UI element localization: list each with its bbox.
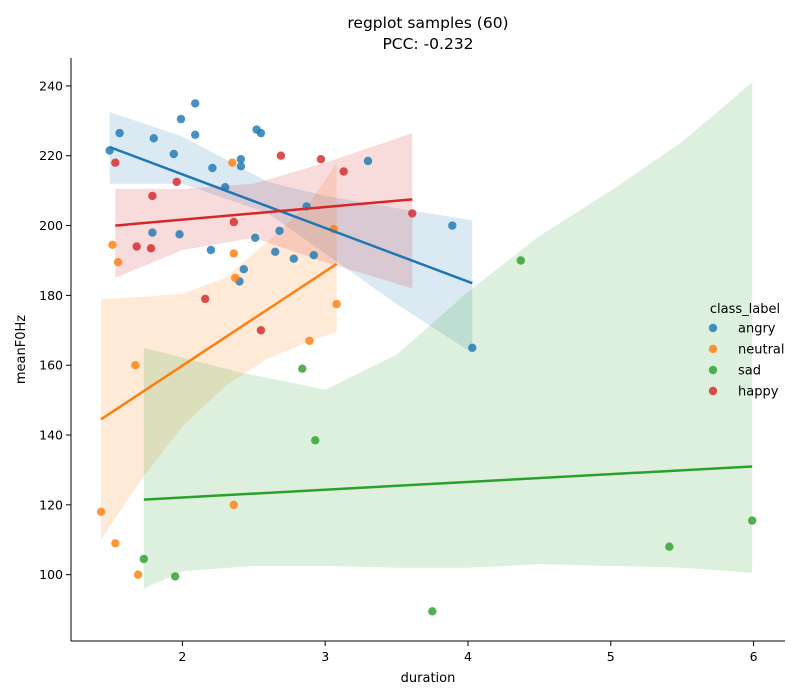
y-tick-label-120: 120 bbox=[39, 497, 63, 512]
point-sad-6 bbox=[665, 542, 674, 551]
ci-band-neutral bbox=[101, 162, 337, 540]
point-happy-8 bbox=[276, 151, 286, 160]
point-angry-25 bbox=[448, 221, 457, 230]
point-angry-15 bbox=[239, 265, 248, 274]
point-angry-5 bbox=[175, 230, 184, 239]
fit-line-neutral bbox=[100, 262, 338, 421]
point-neutral-0 bbox=[96, 507, 106, 516]
x-tick-label-4: 4 bbox=[464, 649, 472, 664]
legend-label-neutral: neutral bbox=[738, 343, 785, 358]
point-angry-2 bbox=[148, 228, 157, 237]
point-neutral-5 bbox=[133, 570, 143, 579]
point-happy-11 bbox=[408, 209, 417, 218]
x-tick-label-2: 2 bbox=[178, 649, 186, 664]
x-tick-label-6: 6 bbox=[750, 649, 758, 664]
scatter-points bbox=[96, 99, 757, 616]
legend-label-happy: happy bbox=[738, 385, 779, 400]
point-neutral-6 bbox=[228, 158, 237, 167]
point-happy-4 bbox=[172, 177, 181, 187]
fit-line-happy bbox=[115, 198, 413, 227]
point-angry-16 bbox=[251, 233, 260, 242]
y-tick-label-240: 240 bbox=[39, 78, 63, 93]
x-tick-label-5: 5 bbox=[607, 649, 615, 664]
confidence-bands bbox=[101, 82, 753, 589]
x-tick-label-3: 3 bbox=[321, 649, 329, 664]
point-happy-7 bbox=[256, 326, 266, 335]
legend-title: class_label bbox=[710, 302, 780, 317]
y-tick-label-160: 160 bbox=[39, 358, 63, 373]
point-angry-9 bbox=[206, 245, 216, 255]
point-angry-20 bbox=[275, 226, 284, 235]
point-angry-13 bbox=[236, 162, 246, 171]
y-tick-label-140: 140 bbox=[39, 428, 63, 443]
point-angry-8 bbox=[191, 130, 200, 139]
point-happy-6 bbox=[229, 217, 238, 227]
chart-title: regplot samples (60) PCC: -0.232 bbox=[347, 14, 508, 53]
point-neutral-2 bbox=[111, 539, 120, 548]
axes: 2 3 4 5 6 100 120 140 160 180 200 220 240 duration mea… bbox=[14, 58, 785, 686]
point-happy-5 bbox=[201, 294, 210, 304]
legend-marker-happy bbox=[708, 386, 718, 396]
point-sad-4 bbox=[428, 607, 437, 616]
point-angry-3 bbox=[149, 134, 158, 143]
point-happy-3 bbox=[148, 191, 157, 201]
point-happy-1 bbox=[132, 242, 141, 251]
point-angry-10 bbox=[208, 163, 217, 173]
point-angry-18 bbox=[256, 128, 266, 138]
title-line-2: PCC: -0.232 bbox=[382, 35, 473, 53]
point-neutral-3 bbox=[113, 258, 123, 267]
title-line-1: regplot samples (60) bbox=[347, 14, 508, 32]
y-tick-label-100: 100 bbox=[39, 567, 63, 582]
point-sad-2 bbox=[298, 364, 307, 373]
point-angry-23 bbox=[309, 251, 318, 260]
point-happy-10 bbox=[339, 167, 348, 176]
legend-marker-neutral bbox=[708, 344, 718, 354]
point-angry-19 bbox=[271, 247, 280, 256]
point-angry-4 bbox=[169, 149, 178, 159]
point-neutral-7 bbox=[229, 249, 238, 258]
point-happy-2 bbox=[146, 244, 156, 253]
legend-label-sad: sad bbox=[738, 364, 761, 379]
fit-line-angry bbox=[109, 145, 473, 285]
point-neutral-8 bbox=[229, 500, 238, 510]
point-angry-12 bbox=[236, 155, 246, 164]
point-neutral-9 bbox=[231, 273, 240, 283]
y-tick-label-220: 220 bbox=[39, 148, 63, 163]
x-axis-label: duration bbox=[401, 671, 456, 686]
legend-label-angry: angry bbox=[738, 322, 776, 337]
point-angry-24 bbox=[363, 156, 373, 166]
point-sad-3 bbox=[311, 436, 320, 445]
point-neutral-12 bbox=[332, 299, 341, 309]
point-happy-0 bbox=[111, 158, 120, 167]
ci-band-sad bbox=[143, 82, 753, 589]
point-happy-9 bbox=[316, 155, 326, 164]
point-neutral-4 bbox=[131, 361, 140, 370]
point-neutral-10 bbox=[305, 336, 314, 345]
point-sad-7 bbox=[748, 516, 757, 525]
regression-lines bbox=[100, 145, 753, 501]
y-tick-label-180: 180 bbox=[39, 288, 63, 303]
fit-line-sad bbox=[143, 465, 753, 501]
point-sad-1 bbox=[171, 572, 180, 581]
ci-band-angry bbox=[109, 112, 473, 353]
point-angry-7 bbox=[191, 99, 200, 108]
point-sad-0 bbox=[139, 554, 148, 564]
point-angry-21 bbox=[289, 254, 298, 263]
y-axis-label: meanF0Hz bbox=[14, 315, 29, 384]
point-sad-5 bbox=[516, 256, 525, 265]
point-angry-26 bbox=[468, 343, 477, 352]
legend-marker-angry bbox=[708, 323, 718, 333]
legend-marker-sad bbox=[708, 365, 718, 375]
point-neutral-1 bbox=[108, 240, 117, 249]
ci-band-happy bbox=[115, 133, 413, 289]
y-tick-label-200: 200 bbox=[39, 218, 63, 233]
point-angry-1 bbox=[115, 128, 124, 138]
point-angry-6 bbox=[176, 114, 186, 124]
